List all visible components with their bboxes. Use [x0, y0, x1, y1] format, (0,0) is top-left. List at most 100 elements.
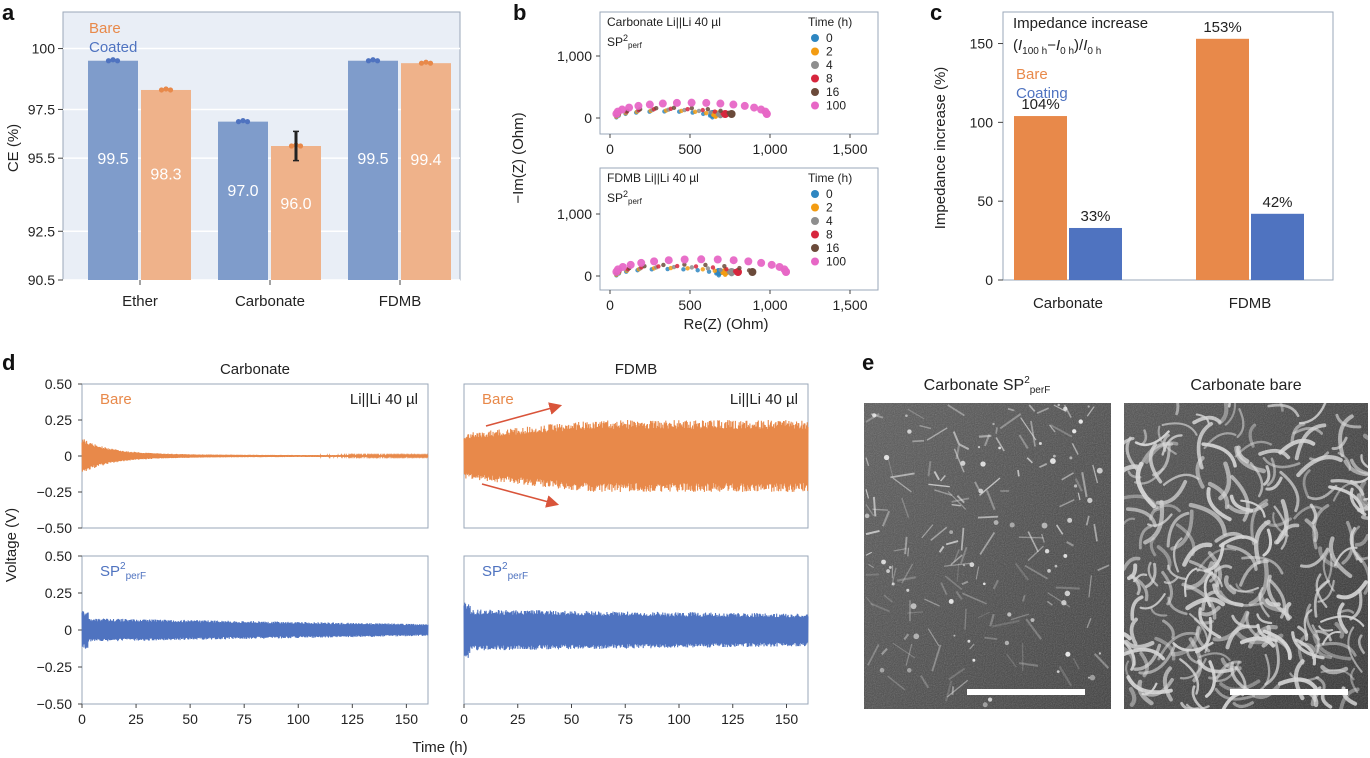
data-point-a [235, 119, 242, 125]
bar-a [271, 146, 321, 280]
y-axis-label-c: Impedance increase (%) [932, 67, 949, 230]
x-tick-label-d: 25 [128, 711, 144, 727]
data-point-a [297, 143, 304, 149]
legend-marker-b [811, 74, 819, 83]
data-point-b [685, 266, 690, 271]
series-label-d: SP2perF [100, 561, 146, 582]
x-tick-label-b: 0 [606, 141, 614, 157]
data-point-b [700, 267, 705, 272]
data-point-b [650, 257, 659, 266]
data-point-b [696, 108, 702, 114]
bar-a [348, 60, 398, 281]
y-tick-label-b: 1,000 [557, 206, 592, 222]
data-point-b [637, 258, 646, 267]
data-point-b [705, 107, 711, 112]
legend-bare-a: Bare [89, 20, 121, 37]
y-tick-label-a: 92.5 [28, 223, 55, 239]
data-point-b [729, 100, 738, 109]
y-axis-label-b: −Im(Z) (Ohm) [510, 112, 527, 203]
data-point-b [782, 268, 790, 276]
voltage-trace [463, 420, 809, 493]
x-tick-label-b: 1,000 [752, 141, 787, 157]
data-point-a [288, 143, 295, 149]
data-point-b [712, 268, 718, 274]
sem-image-left [864, 403, 1111, 709]
data-point-a [105, 58, 112, 64]
legend-marker-b [811, 230, 819, 239]
data-point-b [687, 98, 696, 107]
data-point-b [693, 264, 699, 269]
data-point-b [658, 99, 667, 108]
y-axis-label-a: CE (%) [5, 124, 22, 172]
data-point-b [767, 260, 776, 269]
bar-c [1069, 227, 1122, 280]
voltage-trace [81, 611, 429, 649]
data-point-a [370, 57, 376, 63]
voltage-trace [463, 602, 809, 658]
x-tick-label-b: 0 [606, 297, 614, 313]
data-point-b [762, 110, 771, 118]
data-point-b [748, 268, 757, 276]
bar-value-label-a: 98.3 [150, 166, 181, 183]
data-point-a [374, 58, 381, 64]
data-point-b [618, 262, 627, 271]
legend-label-b: 2 [826, 45, 833, 59]
column-title-carbonate: Carbonate [220, 361, 290, 378]
data-point-b [722, 263, 727, 269]
growth-arrow-up [485, 402, 563, 427]
nyquist-subplot: 0 1,000 0 500 1,000 1,500 FDMB Li||Li 40 µl SP2… [557, 167, 879, 313]
series-label-d: SP2perF [482, 561, 528, 582]
x-tick-label-b: 1,500 [832, 141, 867, 157]
data-point-a [244, 119, 251, 125]
legend-marker-b [811, 203, 819, 212]
y-tick-label-b: 1,000 [557, 48, 592, 64]
bar-c [1196, 38, 1249, 280]
data-point-b [685, 106, 690, 112]
legend-marker-b [811, 61, 819, 69]
data-point-a [418, 60, 425, 66]
legend-label-b: 100 [826, 255, 846, 269]
x-tick-label-d: 150 [775, 711, 799, 727]
data-point-b [702, 98, 711, 107]
subplot-subtitle-b: SP2perf [607, 189, 643, 206]
y-tick-label-a: 90.5 [28, 272, 55, 288]
x-tick-label-c: FDMB [1229, 295, 1272, 312]
bar-value-label-a: 99.5 [357, 151, 388, 168]
sem-title-right: Carbonate bare [1190, 377, 1301, 394]
y-tick-label-b: 0 [584, 110, 592, 126]
data-point-b [681, 267, 686, 272]
plot-area-b [599, 11, 879, 135]
x-tick-label-d: 50 [564, 711, 580, 727]
data-point-b [682, 262, 687, 267]
data-point-b [737, 265, 742, 271]
data-point-b [654, 105, 659, 111]
x-tick-label-d: 0 [460, 711, 468, 727]
data-point-b [664, 256, 673, 265]
data-point-b [645, 100, 654, 109]
x-axis-label-b: Re(Z) (Ohm) [684, 316, 769, 333]
data-point-a [365, 58, 372, 64]
y-tick-label-a: 100 [32, 41, 56, 57]
legend-marker-b [811, 88, 819, 96]
data-point-b [718, 108, 723, 113]
nyquist-subplot: 0 1,000 0 500 1,000 1,500 Carbonate Li||Li 40 … [557, 11, 879, 157]
legend-coating-c: Coating [1016, 85, 1068, 102]
x-tick-label-b: 500 [678, 141, 702, 157]
cell-label-d: Li||Li 40 µl [350, 391, 418, 408]
sem-title-left: Carbonate SP2perF [924, 375, 1051, 396]
data-point-a [158, 87, 165, 93]
data-point-a [110, 57, 116, 63]
data-point-b [689, 265, 694, 270]
y-tick-label-a: 95.5 [28, 150, 55, 166]
data-point-b [708, 110, 713, 115]
data-point-b [710, 265, 716, 270]
bar-a [141, 89, 191, 280]
y-tick-label-c: 150 [970, 36, 994, 52]
x-tick-label-d: 25 [510, 711, 526, 727]
y-tick-label-d: 0.25 [45, 585, 72, 601]
series-label-d: Bare [100, 391, 132, 408]
bar-c [1014, 116, 1067, 280]
x-tick-label-a: Ether [122, 293, 158, 310]
